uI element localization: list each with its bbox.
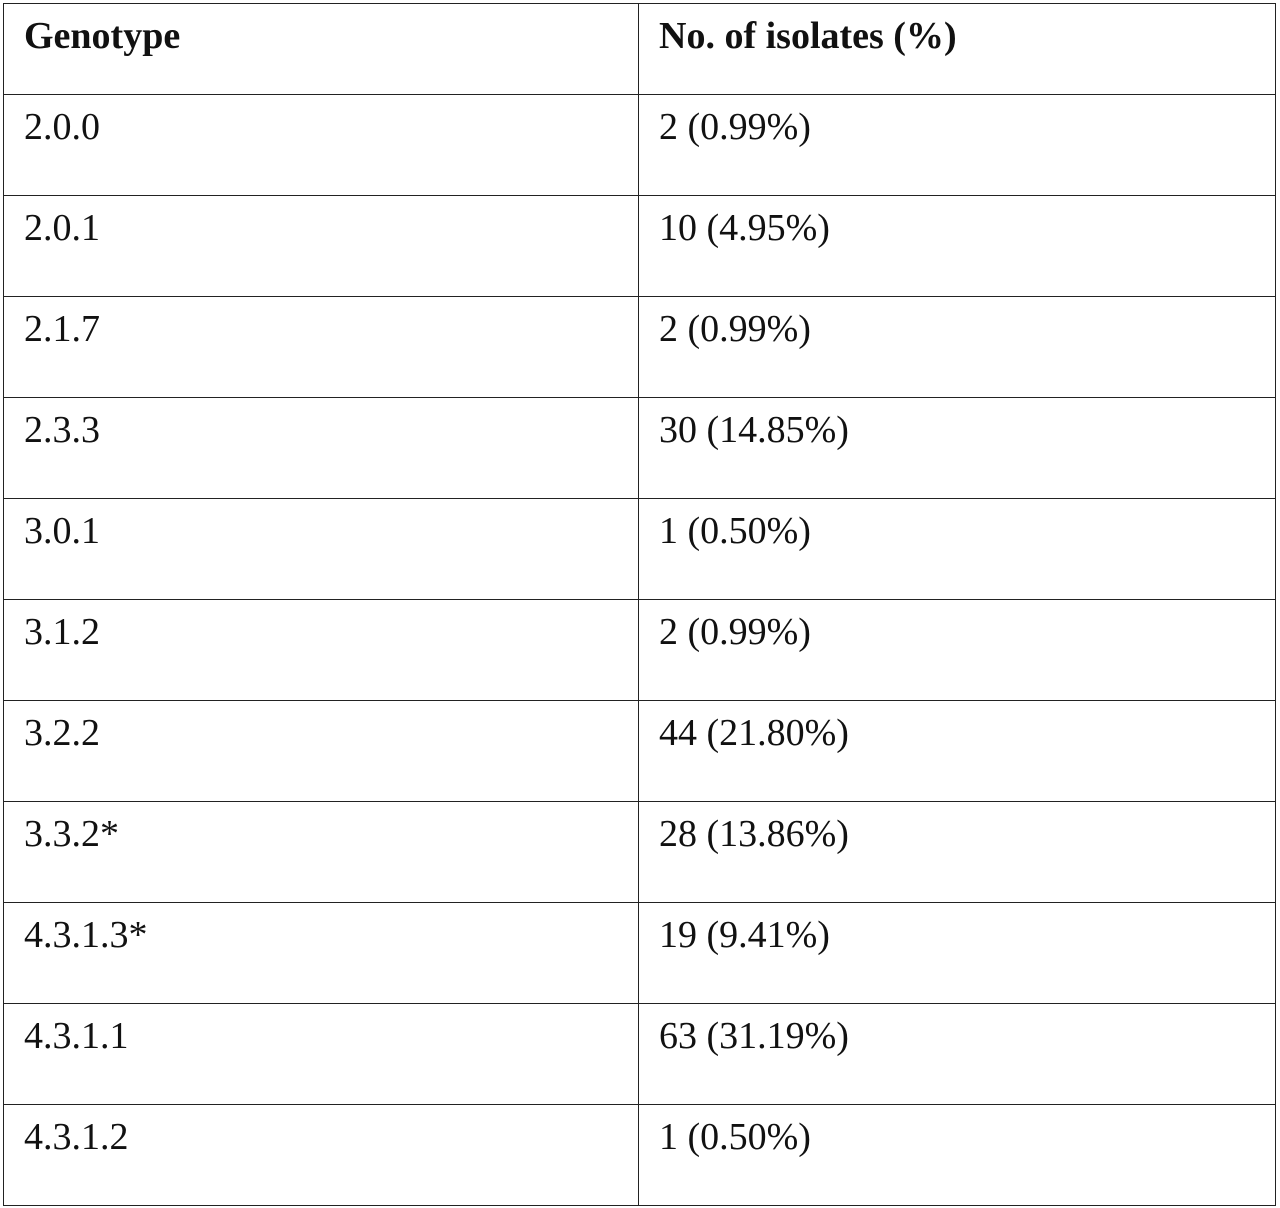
genotype-cell: 2.1.7 xyxy=(3,296,639,398)
genotype-cell: 2.0.1 xyxy=(3,195,639,297)
table-row: 3.2.2 44 (21.80%) xyxy=(3,700,1276,802)
header-row: Genotype No. of isolates (%) xyxy=(3,3,1276,95)
isolates-cell: 2 (0.99%) xyxy=(638,296,1276,398)
isolates-cell: 19 (9.41%) xyxy=(638,902,1276,1004)
header-cell: No. of isolates (%) xyxy=(638,3,1276,95)
table-row: 4.3.1.3* 19 (9.41%) xyxy=(3,902,1276,1004)
table-row: 2.1.7 2 (0.99%) xyxy=(3,296,1276,398)
table-row: 4.3.1.2 1 (0.50%) xyxy=(3,1104,1276,1206)
isolates-cell: 28 (13.86%) xyxy=(638,801,1276,903)
genotype-cell: 2.3.3 xyxy=(3,397,639,499)
genotype-cell: 3.1.2 xyxy=(3,599,639,701)
genotype-cell: 3.0.1 xyxy=(3,498,639,600)
genotype-cell: 4.3.1.2 xyxy=(3,1104,639,1206)
genotype-cell: 3.2.2 xyxy=(3,700,639,802)
table-row: 2.0.1 10 (4.95%) xyxy=(3,195,1276,297)
isolates-cell: 44 (21.80%) xyxy=(638,700,1276,802)
table-row: 3.0.1 1 (0.50%) xyxy=(3,498,1276,600)
table-row: 2.0.0 2 (0.99%) xyxy=(3,94,1276,196)
header-cell: Genotype xyxy=(3,3,639,95)
table-row: 3.3.2* 28 (13.86%) xyxy=(3,801,1276,903)
isolates-cell: 10 (4.95%) xyxy=(638,195,1276,297)
genotype-cell: 2.0.0 xyxy=(3,94,639,196)
table-row: 2.3.3 30 (14.85%) xyxy=(3,397,1276,499)
table-body: 2.0.0 2 (0.99%) 2.0.1 10 (4.95%) 2.1.7 2 (0.9… xyxy=(3,94,1276,1206)
genotype-cell: 4.3.1.1 xyxy=(3,1003,639,1105)
isolates-cell: 1 (0.50%) xyxy=(638,1104,1276,1206)
table-row: 3.1.2 2 (0.99%) xyxy=(3,599,1276,701)
isolates-cell: 2 (0.99%) xyxy=(638,599,1276,701)
isolates-cell: 2 (0.99%) xyxy=(638,94,1276,196)
table-row: 4.3.1.1 63 (31.19%) xyxy=(3,1003,1276,1105)
genotype-cell: 3.3.2* xyxy=(3,801,639,903)
genotype-table: Genotype No. of isolates (%) 2.0.0 2 (0.9… xyxy=(3,3,1276,1206)
isolates-cell: 1 (0.50%) xyxy=(638,498,1276,600)
genotype-cell: 4.3.1.3* xyxy=(3,902,639,1004)
isolates-cell: 63 (31.19%) xyxy=(638,1003,1276,1105)
isolates-cell: 30 (14.85%) xyxy=(638,397,1276,499)
